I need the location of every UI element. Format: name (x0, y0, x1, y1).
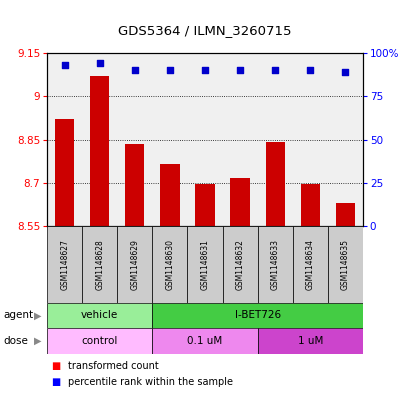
Text: GSM1148628: GSM1148628 (95, 239, 104, 290)
Text: GSM1148634: GSM1148634 (305, 239, 314, 290)
Bar (152, 303, 362, 328)
Point (166, 67, 173, 73)
Bar (222, 226, 257, 303)
Bar (265, 142, 284, 226)
Text: ■: ■ (51, 361, 61, 371)
Text: 1 uM: 1 uM (297, 336, 322, 346)
Bar (47, 328, 152, 354)
Text: GSM1148627: GSM1148627 (60, 239, 69, 290)
Bar (82, 226, 117, 303)
Text: ▶: ▶ (34, 310, 41, 320)
Bar (292, 226, 327, 303)
Bar (55, 119, 74, 226)
Bar (160, 164, 179, 226)
Point (201, 67, 208, 73)
Point (96, 60, 103, 66)
Text: control: control (81, 336, 118, 346)
Bar (300, 184, 319, 226)
Bar (335, 203, 354, 226)
Text: GSM1148633: GSM1148633 (270, 239, 279, 290)
Point (61, 62, 68, 68)
Bar (230, 178, 249, 226)
Bar (152, 226, 187, 303)
Text: dose: dose (3, 336, 28, 346)
Text: agent: agent (3, 310, 33, 320)
Text: ▶: ▶ (34, 336, 41, 346)
Bar (47, 303, 152, 328)
Text: GSM1148631: GSM1148631 (200, 239, 209, 290)
Point (236, 67, 243, 73)
Text: 0.1 uM: 0.1 uM (187, 336, 222, 346)
Bar (117, 226, 152, 303)
Point (131, 67, 138, 73)
Text: GSM1148635: GSM1148635 (340, 239, 349, 290)
Bar (257, 226, 292, 303)
Text: percentile rank within the sample: percentile rank within the sample (67, 377, 232, 387)
Bar (47, 226, 82, 303)
Text: GSM1148629: GSM1148629 (130, 239, 139, 290)
Bar (257, 328, 362, 354)
Text: GDS5364 / ILMN_3260715: GDS5364 / ILMN_3260715 (118, 24, 291, 37)
Point (341, 69, 348, 75)
Bar (125, 144, 144, 226)
Text: ■: ■ (51, 377, 61, 387)
Text: GSM1148632: GSM1148632 (235, 239, 244, 290)
Bar (327, 226, 362, 303)
Bar (90, 76, 109, 226)
Point (271, 67, 278, 73)
Text: transformed count: transformed count (67, 361, 158, 371)
Text: GSM1148630: GSM1148630 (165, 239, 174, 290)
Bar (152, 328, 257, 354)
Text: I-BET726: I-BET726 (234, 310, 280, 320)
Bar (187, 226, 222, 303)
Point (306, 67, 313, 73)
Bar (195, 184, 214, 226)
Text: vehicle: vehicle (81, 310, 118, 320)
